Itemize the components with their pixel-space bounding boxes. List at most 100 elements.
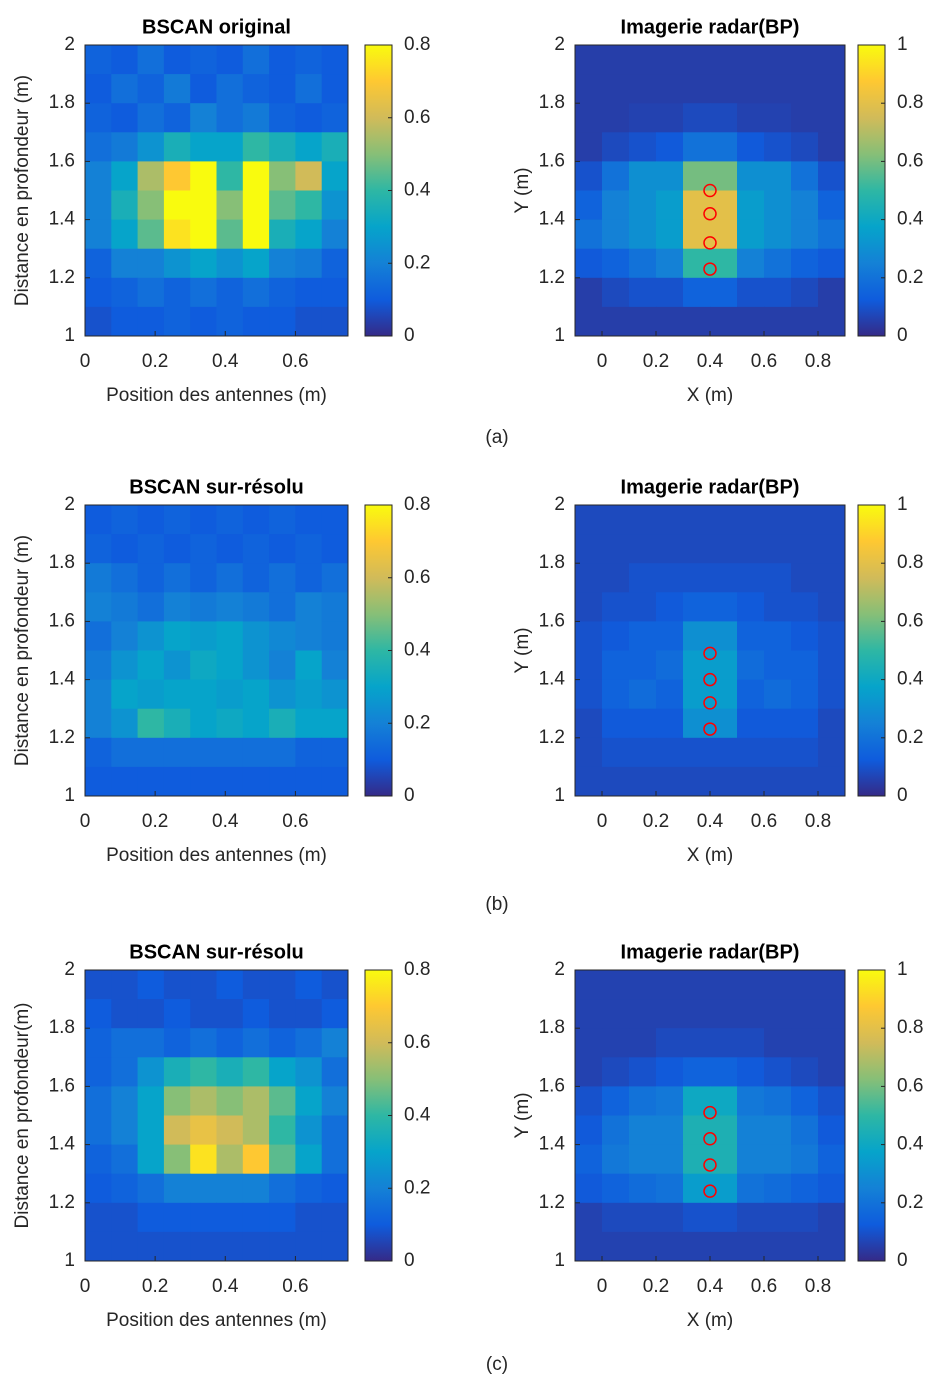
heat-cell: [602, 190, 630, 221]
x-tick-label: 0: [80, 1276, 91, 1297]
heat-cell: [629, 1173, 657, 1204]
heat-cell: [656, 190, 684, 221]
heat-cell: [764, 219, 792, 250]
heat-cell: [242, 132, 270, 162]
chart-title: BSCAN sur-résolu: [129, 476, 303, 498]
heat-cell: [791, 999, 819, 1029]
heat-cell: [818, 1028, 846, 1058]
heat-cell: [575, 505, 603, 535]
heat-cell: [295, 248, 323, 279]
heat-cell: [163, 970, 191, 1000]
heat-cell: [269, 592, 296, 622]
heat-cell: [602, 306, 630, 337]
x-tick-label: 0.2: [142, 1276, 168, 1297]
heat-cell: [295, 190, 323, 221]
heat-cell: [85, 1144, 112, 1175]
heat-cell: [656, 1115, 684, 1146]
heat-cell: [85, 161, 112, 191]
x-axis-label: X (m): [687, 845, 733, 866]
heat-cell: [764, 248, 792, 279]
heat-cell: [242, 534, 270, 564]
heat-cell: [575, 970, 603, 1000]
heat-cell: [111, 1115, 139, 1146]
heat-cell: [818, 650, 846, 681]
heat-cell: [190, 708, 217, 739]
heat-cell: [111, 1086, 139, 1116]
heat-cell: [602, 45, 630, 75]
heat-cell: [683, 103, 711, 133]
colorbar-tick-label: 0.8: [897, 92, 923, 113]
heat-cell: [111, 45, 139, 75]
heat-cell: [602, 621, 630, 651]
y-tick-label: 1.2: [539, 267, 565, 288]
heat-cell: [710, 737, 738, 768]
heat-cell: [737, 592, 765, 622]
y-tick-label: 1: [64, 325, 75, 346]
heat-cell: [764, 132, 792, 162]
heat-cell: [85, 679, 112, 710]
heat-cell: [737, 1028, 765, 1058]
heat-cell: [818, 1173, 846, 1204]
heat-cell: [216, 248, 244, 279]
heat-cell: [321, 45, 349, 75]
heat-cell: [242, 1057, 270, 1087]
heat-cell: [791, 1057, 819, 1087]
heat-cell: [656, 277, 684, 308]
heat-cell: [764, 1086, 792, 1116]
heat-cell: [321, 592, 349, 622]
heat-cell: [656, 708, 684, 739]
heat-cell: [321, 970, 349, 1000]
heat-cell: [602, 592, 630, 622]
heat-cell: [137, 505, 165, 535]
heat-cell: [710, 45, 738, 75]
heat-cell: [764, 1202, 792, 1233]
heat-cell: [737, 1202, 765, 1233]
heat-cell: [656, 1173, 684, 1204]
heat-cell: [269, 679, 296, 710]
heat-cell: [321, 679, 349, 710]
heat-cell: [737, 45, 765, 75]
heat-cell: [216, 999, 244, 1029]
heat-cell: [818, 708, 846, 739]
colorbar-tick-label: 0.8: [897, 1017, 923, 1038]
y-axis-label: Y (m): [512, 627, 533, 673]
heat-cell: [683, 592, 711, 622]
colorbar-tick-label: 0.8: [897, 552, 923, 573]
heat-cell: [163, 592, 191, 622]
heat-cell: [190, 766, 217, 797]
heat-cell: [656, 650, 684, 681]
heat-cell: [629, 1115, 657, 1146]
heat-cell: [163, 766, 191, 797]
heat-cell: [85, 1231, 112, 1262]
heat-cell: [321, 999, 349, 1029]
heat-cell: [602, 970, 630, 1000]
heat-cell: [163, 650, 191, 681]
heat-cell: [737, 999, 765, 1029]
heat-cell: [629, 650, 657, 681]
colorbar-tick-label: 0.8: [404, 494, 430, 515]
y-tick-label: 1.8: [539, 552, 565, 573]
heat-cell: [791, 505, 819, 535]
heat-cell: [85, 1086, 112, 1116]
heat-cell: [629, 1144, 657, 1175]
heat-cell: [216, 563, 244, 593]
heat-cell: [85, 1115, 112, 1146]
heat-cell: [190, 277, 217, 308]
heat-cell: [163, 74, 191, 104]
heat-cell: [710, 1028, 738, 1058]
heat-cell: [190, 74, 217, 104]
x-tick-label: 0.2: [643, 351, 669, 372]
heat-cell: [137, 766, 165, 797]
colorbar-tick-label: 0.2: [897, 267, 923, 288]
heat-cell: [710, 999, 738, 1029]
heat-cell: [321, 1144, 349, 1175]
heat-cell: [111, 74, 139, 104]
target-marker: [703, 262, 717, 276]
target-marker: [703, 236, 717, 250]
heat-cell: [242, 74, 270, 104]
heat-cell: [575, 766, 603, 797]
heat-cell: [137, 1173, 165, 1204]
heat-cell: [163, 277, 191, 308]
heat-cell: [163, 737, 191, 768]
colorbar-tick-label: 0: [404, 325, 415, 346]
